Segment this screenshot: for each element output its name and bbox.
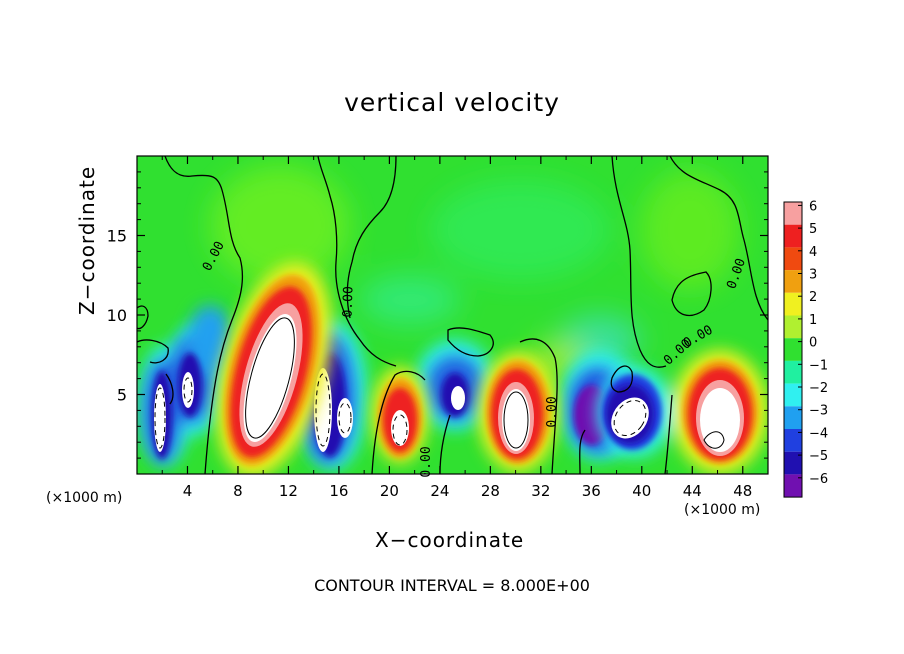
contour-interval-note: CONTOUR INTERVAL = 8.000E+00 (314, 576, 590, 595)
colorbar-tick-label: 4 (809, 245, 817, 260)
colorbar-swatch (784, 451, 802, 475)
y-tick-label: 15 (107, 227, 127, 246)
colorbar-tick-label: 1 (809, 313, 817, 328)
x-tick-label: 24 (430, 482, 449, 500)
x-tick-label: 48 (733, 482, 752, 500)
x-tick-label: 16 (329, 482, 348, 500)
x-tick-label: 28 (481, 482, 500, 500)
x-tick-label: 4 (183, 482, 193, 500)
colorbar-tick-label: 0 (809, 336, 817, 351)
colorbar-frame (783, 201, 803, 498)
colorbar-tick-label: −4 (809, 426, 828, 441)
contour-label: 0.00 (545, 396, 560, 427)
colorbar-tick-label: −1 (809, 358, 828, 373)
colorbar-swatch (784, 224, 802, 248)
x-tick-label: 44 (683, 482, 702, 500)
x-tick-label: 20 (380, 482, 399, 500)
y-tick-label: 10 (107, 306, 127, 325)
colorbar-swatch (784, 474, 802, 498)
colorbar-swatch (784, 315, 802, 339)
x-tick-label: 40 (632, 482, 651, 500)
x-tick-label: 32 (531, 482, 550, 500)
colorbar-swatch (784, 202, 802, 225)
x-tick-label: 12 (279, 482, 298, 500)
colorbar-tick-label: 3 (809, 268, 817, 283)
colorbar: 6 5 4 3 2 1 0 −1 −2 −3 −4 −5 −6 (783, 199, 828, 498)
colorbar-tick-label: 5 (809, 222, 817, 237)
colorbar-swatch (784, 270, 802, 293)
colorbar-tick-label: −3 (809, 404, 828, 419)
zero-contours (137, 156, 768, 474)
colorbar-tick-label: 2 (809, 290, 817, 305)
colorbar-tick-label: −2 (809, 381, 828, 396)
colorbar-swatch (784, 383, 802, 407)
colorbar-swatch (784, 360, 802, 384)
x-axis-label: X−coordinate (375, 528, 525, 552)
contour-label: 0.00 (340, 286, 356, 318)
contour-label: 0.00 (419, 446, 434, 477)
colorbar-swatch (784, 406, 802, 429)
colorbar-swatch (784, 338, 802, 361)
colorbar-swatch (784, 429, 802, 452)
x-unit-label-right: (×1000 m) (684, 502, 761, 518)
y-tick-label: 5 (117, 386, 127, 405)
colorbar-swatch (784, 292, 802, 316)
colorbar-tick-label: −6 (809, 472, 828, 487)
x-unit-label-left: (×1000 m) (46, 490, 123, 506)
colorbar-swatch (784, 247, 802, 271)
chart-title: vertical velocity (344, 88, 560, 117)
heatmap-field (137, 156, 768, 474)
x-tick-label: 8 (233, 482, 243, 500)
x-tick-label: 36 (582, 482, 601, 500)
colorbar-tick-label: 6 (809, 199, 817, 214)
y-axis-label: Z−coordinate (75, 165, 99, 315)
colorbar-tick-label: −5 (809, 449, 828, 464)
